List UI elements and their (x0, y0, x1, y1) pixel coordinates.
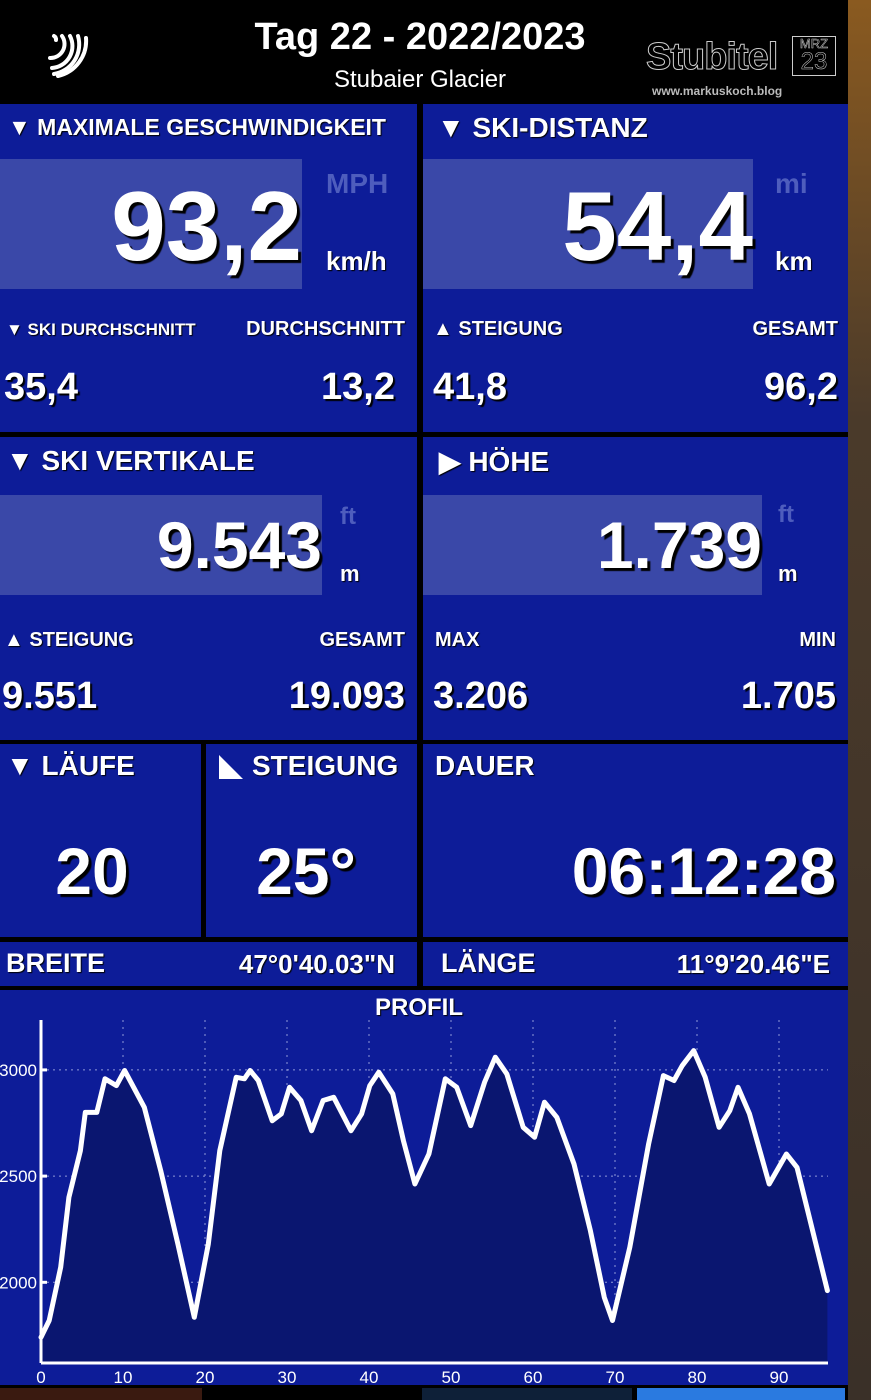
slope-label: STEIGUNG (252, 750, 399, 781)
altitude-value: 1.739 (596, 508, 762, 582)
unit: km (775, 246, 813, 276)
unit: km/h (326, 246, 387, 276)
sub-left-value: 9.551 (2, 675, 98, 717)
unit: m (340, 561, 360, 586)
runs-label: ▼ LÄUFE (6, 750, 135, 781)
altitude-panel[interactable]: ▶ HÖHE 1.739 ft m MAX MIN 3.206 1.705 (423, 437, 848, 740)
latitude-panel: BREITE 47°0'40.03"N (0, 942, 417, 986)
sub-right-label: MIN (799, 629, 836, 651)
sub-left-label: ▲ STEIGUNG (433, 318, 563, 340)
profile-chart: 0 10 20 30 40 50 60 70 80 90 2000 2500 3000 (0, 1020, 830, 1385)
tab-1[interactable] (0, 1388, 202, 1400)
latitude-label: BREITE (6, 948, 106, 978)
max-speed-value: 93,2 (111, 171, 302, 281)
longitude-value: 11°9'20.46"E (676, 949, 830, 979)
max-speed-label: ▼ MAXIMALE GESCHWINDIGKEIT (8, 114, 386, 140)
ski-distance-panel[interactable]: ▼ SKI-DISTANZ 54,4 mi km ▲ STEIGUNG GESA… (423, 104, 848, 432)
x-tick-label: 40 (360, 1368, 379, 1385)
ski-distance-value: 54,4 (562, 171, 753, 281)
sub-left-value: 3.206 (433, 675, 529, 717)
sub-left-value: 41,8 (433, 366, 507, 408)
x-tick-label: 30 (278, 1368, 297, 1385)
value-box (0, 159, 302, 289)
slope-panel[interactable]: STEIGUNG 25° (206, 744, 417, 937)
y-tick-label: 3000 (0, 1061, 37, 1080)
x-tick-label: 70 (606, 1368, 625, 1385)
sub-left-label: ▲ STEIGUNG (4, 629, 134, 651)
unit: m (778, 561, 798, 586)
longitude-panel: LÄNGE 11°9'20.46"E (423, 942, 848, 986)
latitude-value: 47°0'40.03"N (238, 949, 395, 979)
runs-panel[interactable]: ▼ LÄUFE 20 (0, 744, 201, 937)
sub-right-value: 1.705 (740, 675, 836, 717)
sub-right-value: 96,2 (764, 366, 838, 408)
sub-right-label: DURCHSCHNITT (246, 318, 405, 340)
altitude-label: ▶ HÖHE (439, 446, 550, 477)
value-box (423, 495, 762, 595)
alt-unit[interactable]: mi (775, 168, 808, 199)
slope-value: 25° (256, 834, 356, 908)
ski-vertical-panel[interactable]: ▼ SKI VERTIKALE 9.543 ft m ▲ STEIGUNG GE… (0, 437, 417, 740)
tab-3[interactable] (422, 1388, 632, 1400)
x-tick-label: 10 (114, 1368, 133, 1385)
ski-vertical-label: ▼ SKI VERTIKALE (6, 445, 255, 476)
ski-vertical-value: 9.543 (156, 508, 322, 582)
background-edge (848, 0, 871, 1400)
runs-value: 20 (55, 834, 129, 908)
slope-icon (219, 755, 243, 779)
profile-line (38, 1048, 830, 1340)
value-box (423, 159, 753, 289)
stubai-logo: Stubitel MRZ 23 www.markuskoch.blog (645, 36, 841, 98)
header: Tag 22 - 2022/2023 Stubaier Glacier Stub… (0, 0, 848, 104)
sub-right-value: 19.093 (288, 675, 405, 717)
x-tick-label: 0 (36, 1368, 45, 1385)
alt-unit[interactable]: ft (778, 501, 794, 528)
ski-distance-label: ▼ SKI-DISTANZ (437, 112, 648, 143)
x-tick-label: 60 (524, 1368, 543, 1385)
duration-panel[interactable]: DAUER 06:12:28 (423, 744, 848, 937)
alt-unit[interactable]: ft (340, 503, 356, 530)
longitude-label: LÄNGE (441, 948, 536, 978)
signal-waves-icon[interactable] (46, 30, 94, 78)
sub-left-label: MAX (435, 629, 480, 651)
sub-left-label: ▼ SKI DURCHSCHNITT (6, 320, 196, 339)
resort-subtitle: Stubaier Glacier (333, 66, 507, 93)
tab-bar-fragment (0, 1388, 848, 1400)
tab-4[interactable] (637, 1388, 845, 1400)
y-tick-label: 2500 (0, 1167, 37, 1186)
duration-value: 06:12:28 (571, 834, 836, 908)
sub-right-label: GESAMT (319, 629, 405, 651)
x-tick-label: 80 (688, 1368, 707, 1385)
profile-chart-panel: PROFIL 0 10 20 30 40 50 60 70 80 90 2000 2500 3000 (0, 990, 848, 1385)
x-tick-label: 90 (770, 1368, 789, 1385)
chart-title: PROFIL (375, 994, 463, 1021)
area-fill (41, 1050, 828, 1363)
sub-right-label: GESAMT (752, 318, 838, 340)
max-speed-panel[interactable]: ▼ MAXIMALE GESCHWINDIGKEIT 93,2 MPH km/h… (0, 104, 417, 432)
y-tick-label: 2000 (0, 1273, 37, 1292)
x-tick-label: 20 (196, 1368, 215, 1385)
page-title: Tag 22 - 2022/2023 (254, 16, 586, 58)
duration-label: DAUER (435, 750, 535, 781)
x-tick-label: 50 (442, 1368, 461, 1385)
value-box (0, 495, 322, 595)
sub-left-value: 35,4 (4, 366, 78, 408)
sub-right-value: 13,2 (321, 366, 395, 408)
alt-unit[interactable]: MPH (326, 168, 389, 199)
